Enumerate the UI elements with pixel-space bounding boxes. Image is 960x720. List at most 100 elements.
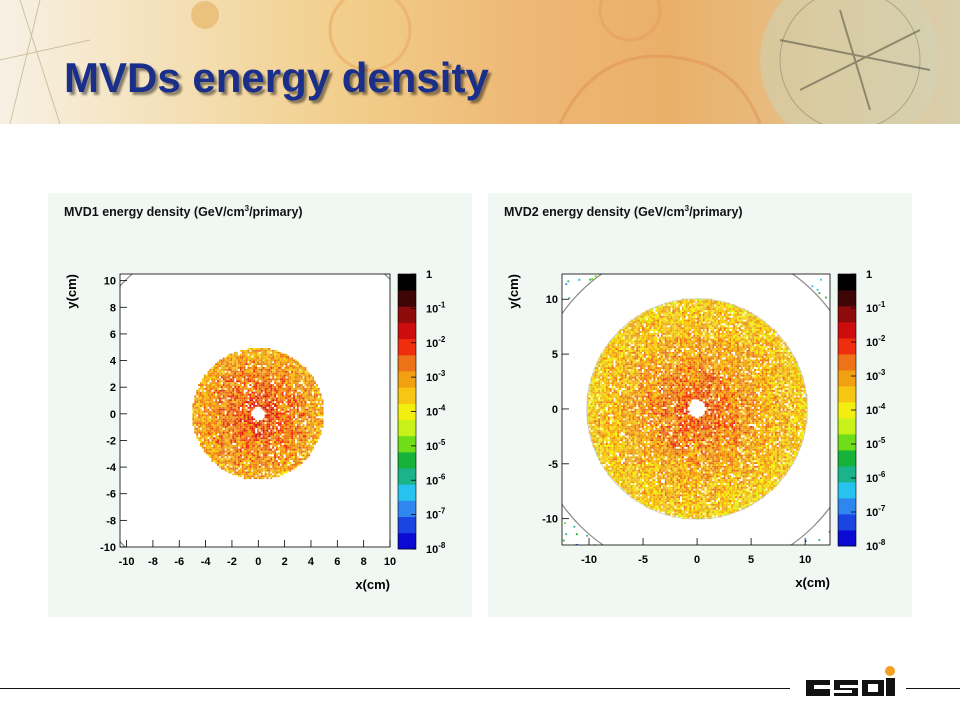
heatmap-cell xyxy=(287,435,290,438)
heatmap-cell xyxy=(272,467,275,470)
heatmap-cell xyxy=(215,372,218,375)
heatmap-cell xyxy=(632,329,635,331)
heatmap-cell xyxy=(729,321,732,324)
heatmap-cell xyxy=(314,395,316,398)
heatmap-cell xyxy=(312,427,314,430)
heatmap-cell xyxy=(281,448,284,451)
heatmap-cell xyxy=(264,380,267,383)
heatmap-cell xyxy=(296,463,299,466)
heatmap-cell xyxy=(716,338,718,341)
heatmap-cell xyxy=(222,387,225,390)
heatmap-cell xyxy=(220,412,223,415)
heatmap-cell xyxy=(302,393,305,396)
heatmap-cell xyxy=(683,342,686,345)
heatmap-cell xyxy=(228,420,231,423)
heatmap-cell xyxy=(312,376,314,379)
heatmap-cell xyxy=(742,329,745,331)
heatmap-cell xyxy=(213,406,216,409)
heatmap-cell xyxy=(699,306,701,309)
heatmap-cell xyxy=(661,315,663,318)
heatmap-cell xyxy=(281,452,284,455)
heatmap-cell xyxy=(266,355,269,358)
heatmap-cell xyxy=(693,315,696,318)
heatmap-cell xyxy=(729,317,732,320)
heatmap-cell xyxy=(295,435,297,438)
heatmap-cell xyxy=(268,469,271,472)
heatmap-cell xyxy=(697,329,699,331)
heatmap-cell xyxy=(234,467,237,470)
heatmap-cell xyxy=(687,310,690,312)
heatmap-cell xyxy=(293,435,295,438)
heatmap-cell xyxy=(226,412,229,415)
heatmap-cell xyxy=(238,418,240,421)
heatmap-cell xyxy=(710,321,713,324)
heatmap-cell xyxy=(319,414,322,417)
heatmap-cell xyxy=(247,380,250,383)
heatmap-cell xyxy=(293,441,295,443)
heatmap-cell xyxy=(697,298,699,301)
heatmap-cell xyxy=(676,310,679,312)
heatmap-cell xyxy=(236,408,238,411)
heatmap-cell xyxy=(287,403,290,405)
heatmap-cell xyxy=(238,403,240,405)
heatmap-cell xyxy=(266,477,269,480)
heatmap-cell xyxy=(283,452,286,455)
heatmap-cell xyxy=(239,439,242,442)
heatmap-cell xyxy=(251,367,254,369)
heatmap-cell xyxy=(209,433,212,436)
heatmap-cell xyxy=(310,382,313,385)
colorbar-segment xyxy=(398,500,416,518)
heatmap-cell xyxy=(268,363,271,366)
heatmap-cell xyxy=(222,416,225,419)
heatmap-cell xyxy=(657,312,660,314)
heatmap-cell xyxy=(296,368,299,371)
heatmap-cell xyxy=(752,332,755,335)
heatmap-cell xyxy=(241,435,244,438)
heatmap-cell xyxy=(272,410,275,413)
heatmap-cell xyxy=(763,327,766,330)
heatmap-cell xyxy=(241,424,244,426)
heatmap-cell xyxy=(258,469,261,472)
heatmap-cell xyxy=(752,315,755,318)
heatmap-cell xyxy=(239,444,242,447)
heatmap-cell xyxy=(249,467,252,470)
heatmap-cell xyxy=(708,313,711,316)
heatmap-cell xyxy=(314,414,316,417)
heatmap-cell xyxy=(293,431,295,434)
heatmap-cell xyxy=(714,338,717,341)
heatmap-cell xyxy=(281,420,284,423)
heatmap-cell xyxy=(241,471,244,474)
heatmap-cell xyxy=(750,342,753,345)
heatmap-cell xyxy=(257,353,259,356)
heatmap-cell xyxy=(693,340,696,343)
heatmap-cell xyxy=(279,365,282,367)
heatmap-cell xyxy=(293,467,295,470)
heatmap-cell xyxy=(245,414,248,417)
heatmap-cell xyxy=(693,338,696,341)
heatmap-cell xyxy=(207,391,210,394)
heatmap-cell xyxy=(274,439,276,442)
heatmap-cell xyxy=(279,429,282,432)
heatmap-cell xyxy=(678,336,680,339)
y-tick-label: -10 xyxy=(100,542,116,554)
heatmap-cell xyxy=(295,433,297,436)
heatmap-cell xyxy=(203,437,206,440)
heatmap-cell xyxy=(761,342,764,345)
heatmap-cell xyxy=(238,372,240,375)
heatmap-cell xyxy=(234,427,237,430)
heatmap-cell xyxy=(693,310,696,312)
heatmap-cell xyxy=(209,420,212,423)
heatmap-cell xyxy=(211,382,214,385)
heatmap-cell xyxy=(664,312,667,314)
heatmap-cell xyxy=(308,391,311,394)
heatmap-cell xyxy=(236,473,238,476)
heatmap-cell xyxy=(661,331,663,333)
heatmap-cell xyxy=(201,412,204,415)
heatmap-cell xyxy=(245,401,248,404)
heatmap-cell xyxy=(274,389,276,392)
heatmap-cell xyxy=(255,367,257,369)
heatmap-cell xyxy=(634,321,637,324)
heatmap-cell xyxy=(262,422,265,424)
heatmap-cell xyxy=(289,462,292,464)
heatmap-cell xyxy=(676,306,679,309)
